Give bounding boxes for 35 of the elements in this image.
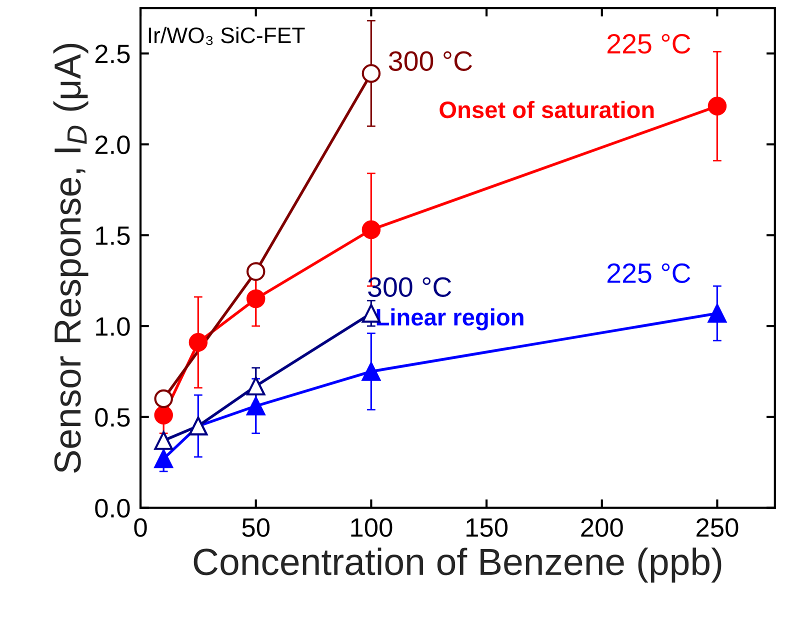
y-tick-label: 2.5 bbox=[95, 44, 130, 64]
y-tick-label: 0.0 bbox=[95, 498, 130, 518]
point bbox=[362, 64, 381, 83]
point bbox=[708, 96, 727, 116]
series-label: 225 °C bbox=[608, 34, 690, 54]
annotation: Onset of saturation bbox=[440, 100, 654, 118]
point bbox=[708, 304, 727, 323]
series-label: 300 °C bbox=[368, 277, 452, 297]
annotation: Linear region bbox=[376, 308, 524, 330]
point bbox=[246, 262, 266, 281]
x-tick-label: 0 bbox=[134, 518, 147, 537]
point bbox=[154, 389, 173, 408]
point bbox=[154, 431, 173, 450]
x-tick-label: 100 bbox=[351, 518, 392, 537]
point bbox=[188, 333, 208, 352]
x-axis-title: Concentration of Benzene (ppb) bbox=[194, 548, 722, 583]
series-label: 225 °C bbox=[608, 263, 690, 284]
y-tick-label: 1.5 bbox=[96, 226, 130, 246]
x-tick-label: 250 bbox=[696, 518, 738, 537]
y-axis-title: Sensor Response, I$_{D}$ (μA) bbox=[53, 44, 88, 473]
point bbox=[246, 396, 266, 416]
x-tick-label: 200 bbox=[581, 518, 623, 537]
y-tick-label: 0.5 bbox=[95, 408, 130, 427]
x-tick-label: 50 bbox=[242, 518, 270, 537]
series-label: 300 °C bbox=[388, 51, 472, 71]
point bbox=[362, 362, 381, 381]
point bbox=[246, 289, 266, 308]
y-tick-label: 1.0 bbox=[96, 317, 130, 336]
y-tick-label: 2.0 bbox=[95, 135, 130, 154]
annotation: Ir/WO₃ SiC-FET bbox=[148, 26, 305, 46]
point bbox=[154, 449, 173, 468]
x-tick-label: 150 bbox=[466, 518, 508, 537]
point bbox=[154, 406, 173, 424]
point bbox=[246, 376, 266, 396]
point bbox=[362, 220, 381, 240]
